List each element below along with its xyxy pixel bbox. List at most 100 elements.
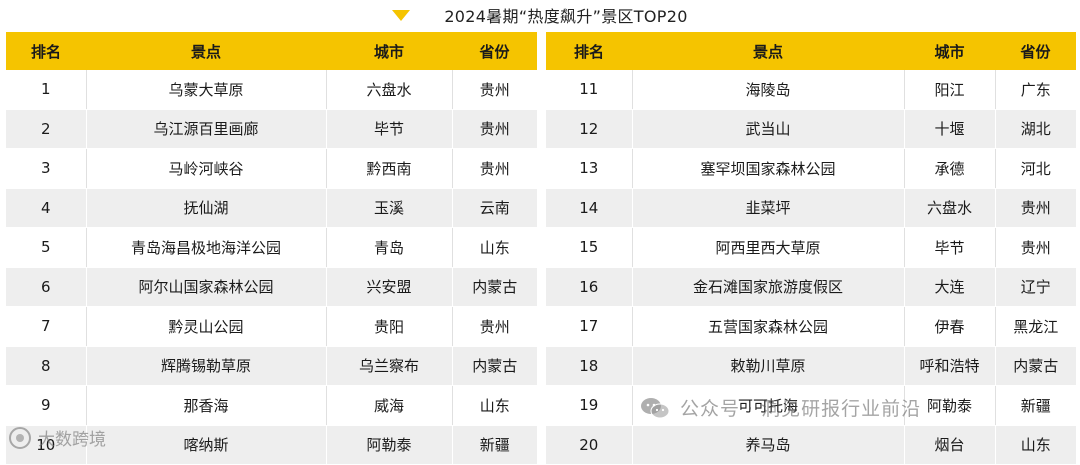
rank-cell: 12: [546, 109, 632, 149]
spot-cell: 可可托海: [631, 385, 904, 426]
province-cell: 贵州: [451, 306, 537, 347]
rank-cell: 19: [546, 385, 632, 426]
province-cell: 贵州: [451, 70, 537, 110]
table-row: 19 可可托海 阿勒泰 新疆: [546, 385, 1076, 426]
watermark-brand: 大数跨境: [8, 425, 106, 450]
spot-cell: 金石滩国家旅游度假区: [631, 267, 904, 307]
table-row: 5 青岛海昌极地海洋公园 青岛 山东: [6, 227, 537, 268]
city-cell: 烟台: [903, 425, 995, 465]
table-row: 7 黔灵山公园 贵阳 贵州: [6, 306, 537, 347]
ranking-table-right: 排名 景点 城市 省份 11 海陵岛 阳江 广东 12 武当山 十堰 湖北 13 塞罕坝国家森林公…: [546, 32, 1076, 465]
city-cell: 阿勒泰: [903, 385, 995, 426]
table-row: 6 阿尔山国家森林公园 兴安盟 内蒙古: [6, 267, 537, 307]
spot-cell: 辉腾锡勒草原: [85, 346, 326, 386]
table-row: 16 金石滩国家旅游度假区 大连 辽宁: [546, 267, 1076, 307]
table-row: 11 海陵岛 阳江 广东: [546, 70, 1076, 110]
city-cell: 六盘水: [903, 188, 995, 228]
city-cell: 六盘水: [325, 70, 452, 110]
rank-cell: 7: [6, 306, 86, 347]
city-cell: 青岛: [325, 227, 452, 268]
rank-cell: 8: [6, 346, 86, 386]
watermark-wechat: 公众号 · 洞见研报行业前沿: [640, 394, 921, 421]
province-cell: 云南: [451, 188, 537, 228]
header-city: 城市: [904, 32, 995, 70]
watermark-right-text: 公众号 · 洞见研报行业前沿: [680, 398, 922, 420]
rank-cell: 20: [546, 425, 632, 465]
province-cell: 山东: [451, 227, 537, 268]
rank-cell: 18: [546, 346, 632, 386]
province-cell: 新疆: [451, 425, 537, 465]
province-cell: 贵州: [451, 148, 537, 189]
table-row: 2 乌江源百里画廊 毕节 贵州: [6, 109, 537, 149]
spot-cell: 乌蒙大草原: [85, 70, 326, 110]
spot-cell: 武当山: [631, 109, 904, 149]
table-row: 18 敕勒川草原 呼和浩特 内蒙古: [546, 346, 1076, 386]
rank-cell: 5: [6, 227, 86, 268]
header-city: 城市: [326, 32, 452, 70]
table-row: 14 韭菜坪 六盘水 贵州: [546, 188, 1076, 228]
header-spot: 景点: [86, 32, 326, 70]
spot-cell: 阿尔山国家森林公园: [85, 267, 326, 307]
rank-cell: 13: [546, 148, 632, 189]
city-cell: 大连: [903, 267, 995, 307]
table-header-row: 排名 景点 城市 省份: [6, 32, 537, 70]
city-cell: 玉溪: [325, 188, 452, 228]
spot-cell: 阿西里西大草原: [631, 227, 904, 268]
spot-cell: 黔灵山公园: [85, 306, 326, 347]
rank-cell: 1: [6, 70, 86, 110]
rank-cell: 16: [546, 267, 632, 307]
spot-cell: 五营国家森林公园: [631, 306, 904, 347]
page-title: 2024暑期“热度飙升”景区TOP20: [444, 7, 688, 26]
spot-cell: 马岭河峡谷: [85, 148, 326, 189]
table-row: 20 养马岛 烟台 山东: [546, 425, 1076, 465]
rank-cell: 4: [6, 188, 86, 228]
watermark-left-text: 大数跨境: [38, 430, 106, 450]
table-row: 1 乌蒙大草原 六盘水 贵州: [6, 70, 537, 110]
rank-cell: 9: [6, 385, 86, 426]
rank-cell: 10: [6, 425, 86, 465]
table-row: 9 那香海 威海 山东: [6, 385, 537, 426]
spot-cell: 海陵岛: [631, 70, 904, 110]
spot-cell: 敕勒川草原: [631, 346, 904, 386]
province-cell: 新疆: [994, 385, 1076, 426]
province-cell: 山东: [451, 385, 537, 426]
city-cell: 呼和浩特: [903, 346, 995, 386]
spot-cell: 那香海: [85, 385, 326, 426]
province-cell: 湖北: [994, 109, 1076, 149]
rank-cell: 14: [546, 188, 632, 228]
province-cell: 贵州: [994, 188, 1076, 228]
province-cell: 内蒙古: [451, 346, 537, 386]
city-cell: 阿勒泰: [325, 425, 452, 465]
table-header-row: 排名 景点 城市 省份: [546, 32, 1076, 70]
province-cell: 贵州: [994, 227, 1076, 268]
triangle-marker-icon: [392, 9, 411, 21]
rank-cell: 6: [6, 267, 86, 307]
table-row: 17 五营国家森林公园 伊春 黑龙江: [546, 306, 1076, 347]
table-row: 12 武当山 十堰 湖北: [546, 109, 1076, 149]
rank-cell: 11: [546, 70, 632, 110]
title-wrap: 2024暑期“热度飙升”景区TOP20: [392, 3, 687, 27]
header-province: 省份: [452, 32, 537, 70]
rank-cell: 3: [6, 148, 86, 189]
city-cell: 毕节: [903, 227, 995, 268]
header-spot: 景点: [632, 32, 904, 70]
title-bar: 2024暑期“热度飙升”景区TOP20: [0, 0, 1080, 30]
city-cell: 阳江: [903, 70, 995, 110]
table-row: 3 马岭河峡谷 黔西南 贵州: [6, 148, 537, 189]
table-row: 13 塞罕坝国家森林公园 承德 河北: [546, 148, 1076, 189]
city-cell: 黔西南: [325, 148, 452, 189]
brand-logo-icon: [9, 426, 31, 449]
city-cell: 乌兰察布: [325, 346, 452, 386]
province-cell: 辽宁: [994, 267, 1076, 307]
table-row: 8 辉腾锡勒草原 乌兰察布 内蒙古: [6, 346, 537, 386]
spot-cell: 塞罕坝国家森林公园: [631, 148, 904, 189]
city-cell: 十堰: [903, 109, 995, 149]
spot-cell: 抚仙湖: [85, 188, 326, 228]
city-cell: 兴安盟: [325, 267, 452, 307]
city-cell: 毕节: [325, 109, 452, 149]
table-row: 15 阿西里西大草原 毕节 贵州: [546, 227, 1076, 268]
spot-cell: 养马岛: [631, 425, 904, 465]
province-cell: 贵州: [451, 109, 537, 149]
wechat-icon: [641, 397, 670, 418]
province-cell: 内蒙古: [451, 267, 537, 307]
